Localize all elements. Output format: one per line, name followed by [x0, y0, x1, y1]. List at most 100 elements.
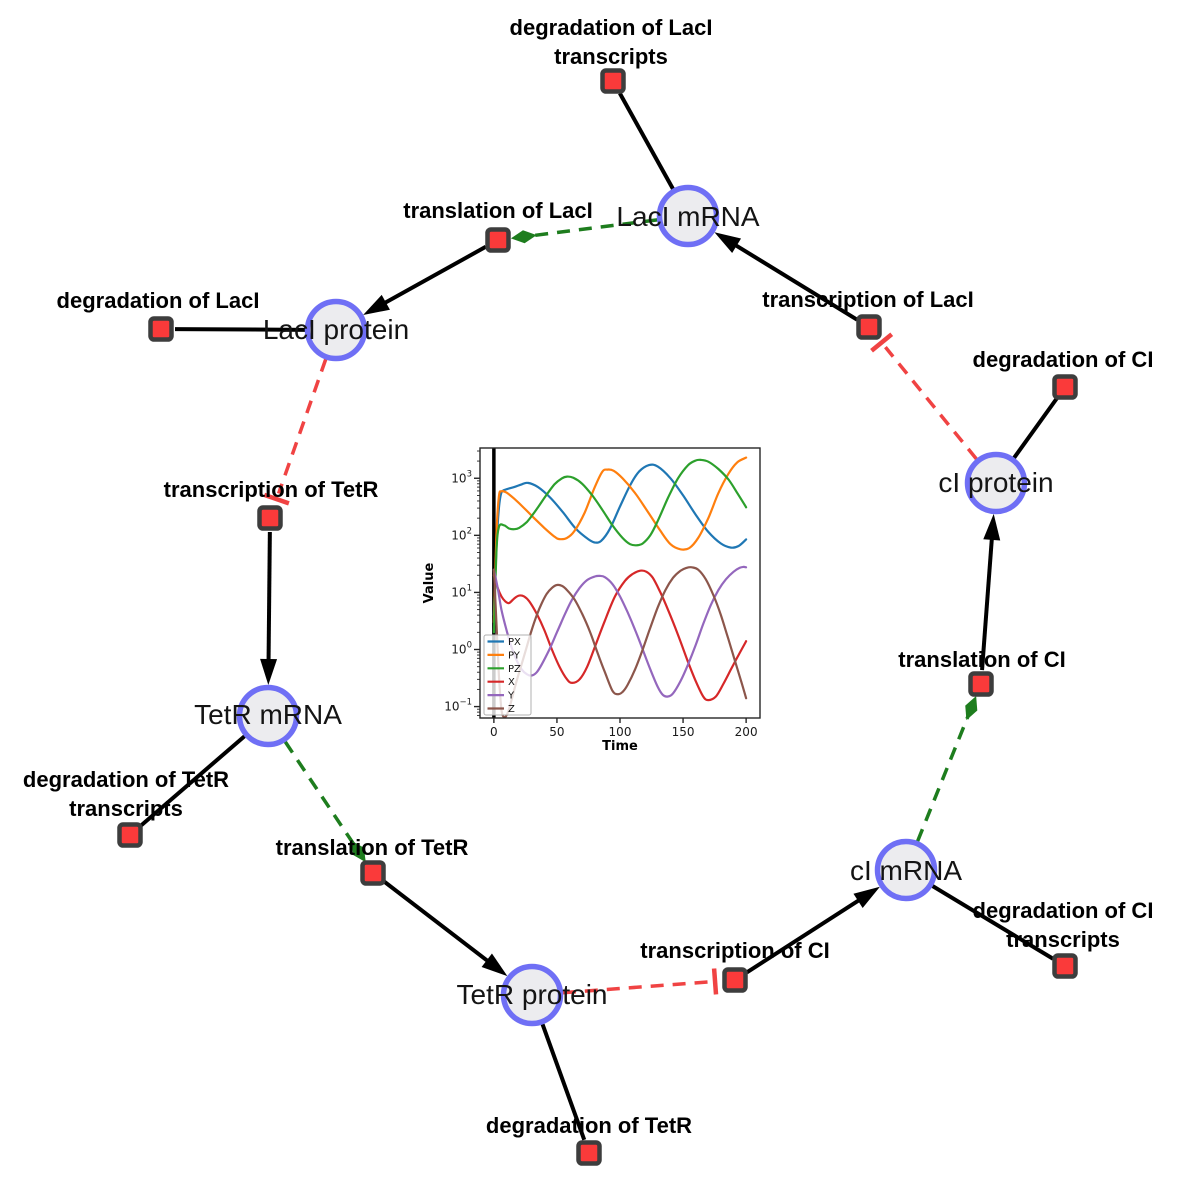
species-label-tetr_mrna: TetR mRNA [194, 699, 342, 730]
nodes-layer [117, 68, 1078, 1166]
edge-inhibition-tetr_protein-txn_ci [562, 968, 719, 995]
reaction-label-line: translation of LacI [403, 198, 592, 223]
reaction-label-line: translation of TetR [276, 835, 469, 860]
species-label-ci_protein: cI protein [938, 467, 1053, 498]
reaction-node-deg_ci[interactable] [1052, 374, 1078, 400]
x-tick-label: 150 [672, 725, 695, 739]
edge-inhibition-ci_protein-txn_laci [870, 332, 978, 461]
x-tick-label: 50 [549, 725, 564, 739]
reaction-node-deg_laci_tx[interactable] [600, 68, 626, 94]
species-label-ci_mrna: cI mRNA [850, 855, 962, 886]
reaction-label-line: transcription of TetR [164, 477, 379, 502]
y-tick-label: 100 [451, 641, 472, 657]
reaction-label-line: transcripts [69, 796, 183, 821]
y-axis-label: Value [422, 562, 437, 603]
edge-product-transl_laci-laci_protein [363, 245, 487, 315]
species-label-laci_protein: LacI protein [263, 314, 409, 345]
series-line-PZ [492, 458, 748, 634]
reaction-node-deg_ci_tx[interactable] [1052, 953, 1078, 979]
edge-reactant-laci_protein-deg_laci [174, 327, 306, 332]
inhibition-bar [711, 968, 719, 995]
legend-item-PX: PX [508, 637, 521, 648]
reaction-label-line: transcripts [1006, 927, 1120, 952]
species-node-tetr_mrna[interactable] [236, 684, 300, 748]
modifier-diamond-arrowhead [510, 230, 537, 244]
legend-item-Z: Z [508, 704, 515, 715]
species-node-laci_mrna[interactable] [656, 184, 720, 248]
species-node-laci_protein[interactable] [304, 298, 368, 362]
x-tick-label: 100 [609, 725, 632, 739]
y-tick-label: 101 [451, 583, 472, 599]
reaction-label-line: translation of CI [898, 647, 1065, 672]
plot-legend: PX PY PZ XYZ [483, 634, 532, 716]
reaction-label-line: degradation of CI [973, 898, 1154, 923]
reaction-label-line: degradation of LacI [510, 15, 713, 40]
reaction-label-line: degradation of TetR [486, 1113, 692, 1138]
edge-product-txn_laci-laci_mrna [714, 232, 859, 322]
species-label-tetr_protein: TetR protein [457, 979, 608, 1010]
x-tick-label: 0 [490, 725, 498, 739]
simulation-plot: 0 50 100 150 20010−1100101102103TimeValuePXP… [420, 430, 765, 760]
reaction-label-deg_tetr: degradation of TetR [486, 1113, 692, 1138]
arrowhead [983, 513, 1001, 541]
reaction-node-transl_tetr[interactable] [360, 860, 386, 886]
reaction-node-txn_tetr[interactable] [257, 505, 283, 531]
reaction-node-transl_laci[interactable] [485, 227, 511, 253]
legend-item-Y: Y [507, 691, 515, 702]
reaction-label-line: transcription of LacI [762, 287, 973, 312]
y-tick-label: 102 [451, 526, 472, 542]
reaction-label-deg_ci: degradation of CI [973, 347, 1154, 372]
reaction-label-line: transcription of CI [640, 938, 829, 963]
edge-reactant-tetr_mrna-deg_tetr_tx [139, 734, 246, 828]
species-node-ci_mrna[interactable] [874, 838, 938, 902]
reaction-label-txn_tetr: transcription of TetR [164, 477, 379, 502]
edge-reactant-ci_protein-deg_ci [1012, 397, 1059, 459]
y-tick-label: 10−1 [444, 698, 472, 714]
species-node-tetr_protein[interactable] [500, 963, 564, 1027]
modifier-diamond-arrowhead [965, 696, 978, 721]
reaction-label-line: degradation of LacI [57, 288, 260, 313]
inhibition-bar [263, 492, 290, 506]
legend-item-X: X [508, 677, 515, 688]
reaction-node-deg_tetr[interactable] [576, 1140, 602, 1166]
reaction-label-line: degradation of CI [973, 347, 1154, 372]
inhibition-bar [870, 332, 894, 353]
edge-modifier-ci_mrna-transl_ci [915, 696, 978, 842]
arrowhead [481, 953, 508, 977]
edge-product-transl_ci-ci_protein [980, 513, 1001, 671]
edge-reactant-laci_mrna-deg_laci_tx [618, 92, 675, 190]
modifier-diamond-arrowhead [351, 840, 366, 863]
species-node-ci_protein[interactable] [964, 451, 1028, 515]
edge-product-transl_tetr-tetr_protein [382, 879, 508, 977]
series-line-PX [492, 463, 748, 617]
reaction-label-transl_laci: translation of LacI [403, 198, 592, 223]
arrowhead [260, 658, 278, 686]
edge-modifier-tetr_mrna-transl_tetr [283, 740, 366, 863]
reaction-node-deg_tetr_tx[interactable] [117, 822, 143, 848]
edge-product-txn_ci-ci_mrna [745, 886, 880, 975]
reaction-label-line: degradation of TetR [23, 767, 229, 792]
reaction-node-txn_laci[interactable] [856, 314, 882, 340]
reaction-label-deg_laci_tx: degradation of LacI transcripts [510, 15, 713, 69]
arrowhead [853, 886, 880, 908]
y-tick-label: 103 [451, 469, 472, 485]
arrowhead [714, 232, 742, 254]
reaction-label-txn_ci: transcription of CI [640, 938, 829, 963]
reaction-node-transl_ci[interactable] [968, 671, 994, 697]
species-label-laci_mrna: LacI mRNA [616, 201, 759, 232]
legend-item-PY: PY [508, 650, 521, 661]
reaction-label-transl_ci: translation of CI [898, 647, 1065, 672]
edge-product-txn_tetr-tetr_mrna [260, 531, 278, 686]
reaction-node-txn_ci[interactable] [722, 967, 748, 993]
edge-reactant-ci_mrna-deg_ci_tx [931, 884, 1055, 961]
arrowhead [363, 294, 390, 315]
reaction-node-deg_laci[interactable] [148, 316, 174, 342]
reaction-label-deg_tetr_tx: degradation of TetR transcripts [23, 767, 229, 821]
edge-modifier-laci_mrna-transl_laci [510, 218, 658, 244]
edge-reactant-tetr_protein-deg_tetr [540, 1023, 587, 1141]
edges-layer [139, 92, 1059, 1141]
series-line-X [492, 569, 748, 702]
reaction-label-deg_ci_tx: degradation of CI transcripts [973, 898, 1154, 952]
